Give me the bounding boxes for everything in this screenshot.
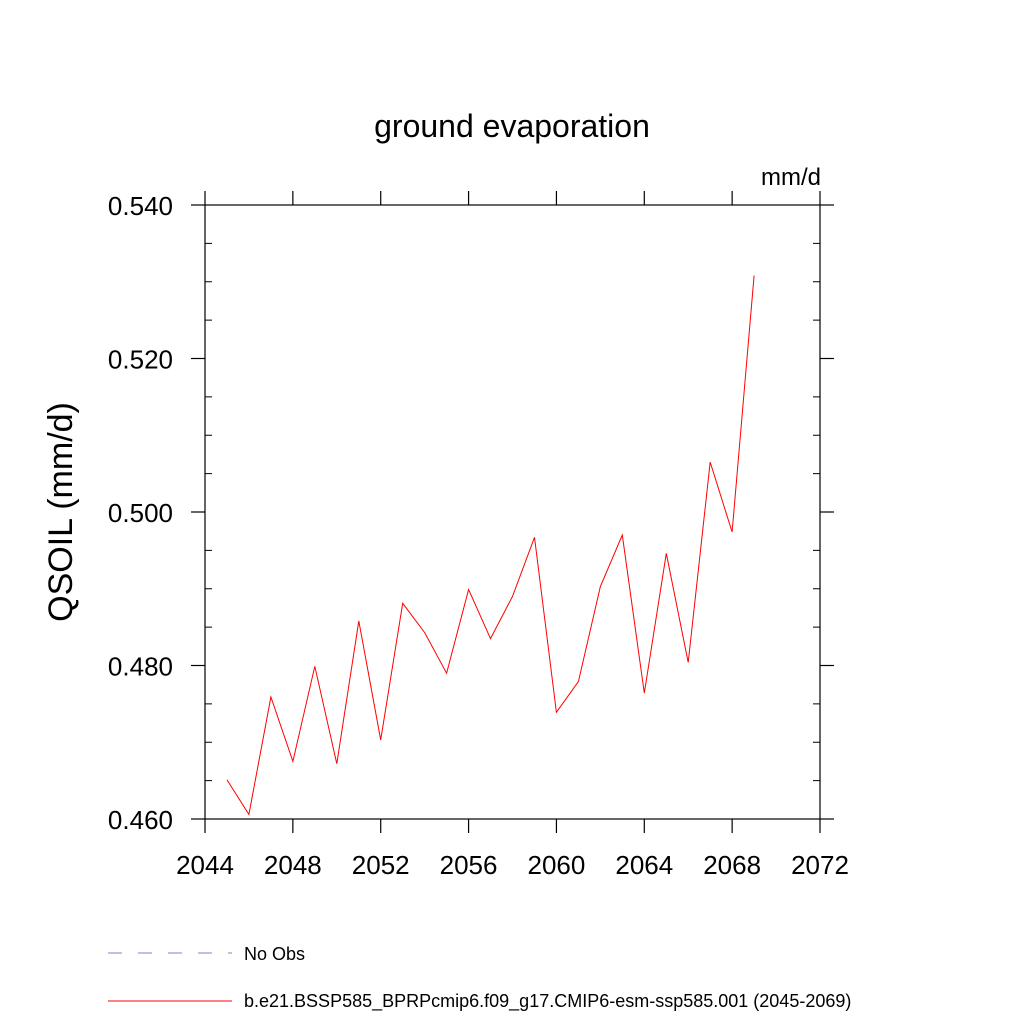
- units-label: mm/d: [761, 164, 821, 191]
- x-tick-label: 2044: [176, 850, 234, 880]
- y-tick-label: 0.500: [108, 498, 173, 528]
- chart-title: ground evaporation: [374, 108, 650, 144]
- x-tick-label: 2056: [440, 850, 498, 880]
- x-tick-label: 2072: [791, 850, 849, 880]
- legend-label-model-run: b.e21.BSSP585_BPRPcmip6.f09_g17.CMIP6-es…: [244, 991, 851, 1012]
- x-tick-label: 2048: [264, 850, 322, 880]
- y-tick-labels: 0.460 0.480 0.500 0.520 0.540: [108, 191, 173, 835]
- x-tick-label: 2060: [528, 850, 586, 880]
- x-tick-label: 2068: [703, 850, 761, 880]
- x-tick-label: 2064: [615, 850, 673, 880]
- y-tick-label: 0.520: [108, 345, 173, 375]
- x-tick-labels: 2044 2048 2052 2056 2060 2064 2068 2072: [176, 850, 849, 880]
- y-tick-label: 0.480: [108, 652, 173, 682]
- legend-label-no-obs: No Obs: [244, 944, 305, 964]
- series-line-0: [226, 275, 755, 816]
- plot-frame: [204, 204, 821, 820]
- x-tick-label: 2052: [352, 850, 410, 880]
- y-tick-label: 0.540: [108, 191, 173, 221]
- legend: No Obs b.e21.BSSP585_BPRPcmip6.f09_g17.C…: [108, 944, 851, 1012]
- axis-ticks: [191, 191, 834, 833]
- series-layer: [226, 275, 755, 816]
- y-tick-label: 0.460: [108, 805, 173, 835]
- y-axis-label: QSOIL (mm/d): [42, 402, 80, 622]
